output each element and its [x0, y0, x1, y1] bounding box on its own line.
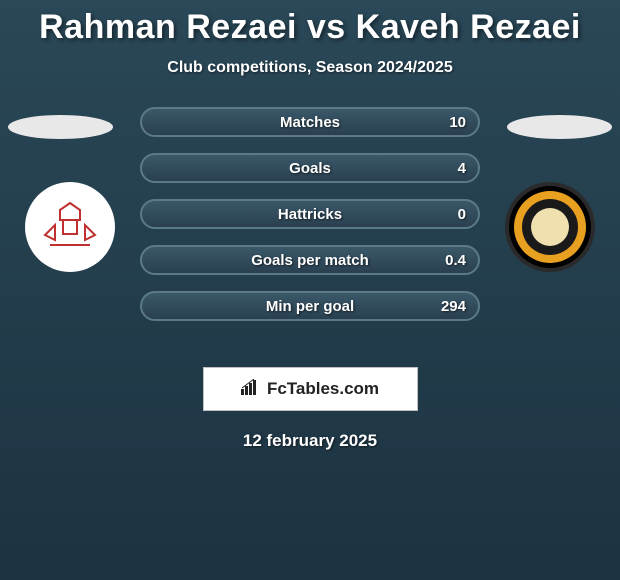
stat-row-goals: Goals 4: [140, 153, 480, 183]
team-logo-right: [505, 182, 595, 272]
stat-right-value: 294: [441, 298, 466, 315]
stat-label: Goals per match: [142, 252, 478, 269]
player-right-placeholder: [507, 115, 612, 139]
team-logo-left: [25, 182, 115, 272]
team-logo-right-ring-outer: [514, 191, 586, 263]
stat-row-min-per-goal: Min per goal 294: [140, 291, 480, 321]
stat-label: Min per goal: [142, 298, 478, 315]
player-left-placeholder: [8, 115, 113, 139]
stat-label: Goals: [142, 160, 478, 177]
brand-badge: FcTables.com: [203, 367, 418, 411]
stats-list: Matches 10 Goals 4 Hattricks 0 Goals per…: [140, 107, 480, 337]
comparison-panel: Matches 10 Goals 4 Hattricks 0 Goals per…: [0, 107, 620, 347]
stat-right-value: 0: [458, 206, 466, 223]
stat-label: Matches: [142, 114, 478, 131]
brand-text: FcTables.com: [267, 379, 379, 399]
brand-chart-icon: [241, 379, 261, 400]
page-title: Rahman Rezaei vs Kaveh Rezaei: [0, 0, 620, 47]
stat-right-value: 4: [458, 160, 466, 177]
stat-right-value: 0.4: [445, 252, 466, 269]
page-subtitle: Club competitions, Season 2024/2025: [0, 59, 620, 77]
stat-row-hattricks: Hattricks 0: [140, 199, 480, 229]
team-logo-right-center: [531, 208, 569, 246]
stat-row-goals-per-match: Goals per match 0.4: [140, 245, 480, 275]
date-text: 12 february 2025: [0, 431, 620, 451]
stat-label: Hattricks: [142, 206, 478, 223]
stat-right-value: 10: [449, 114, 466, 131]
team-logo-left-icon: [35, 195, 105, 260]
stat-row-matches: Matches 10: [140, 107, 480, 137]
team-logo-right-ring-mid: [522, 199, 578, 255]
